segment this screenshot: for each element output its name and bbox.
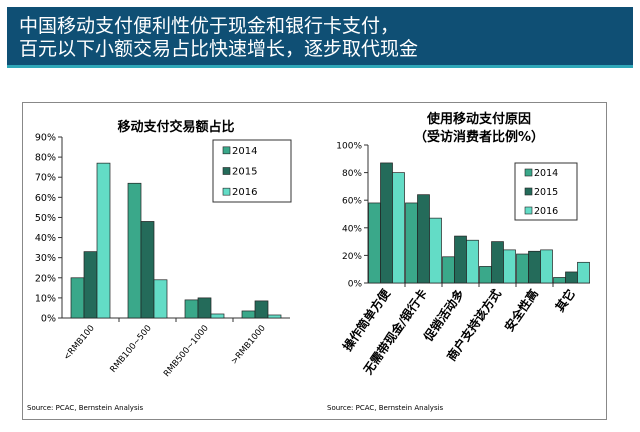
bar-2014 xyxy=(405,202,418,284)
y-tick-label: 50% xyxy=(35,213,56,224)
bar-2014 xyxy=(241,310,256,319)
bar-2016 xyxy=(392,172,405,284)
bar-2016 xyxy=(429,217,442,284)
bar-2016 xyxy=(503,249,516,284)
legend-label: 2014 xyxy=(534,168,558,179)
y-tick-label: 80% xyxy=(342,169,362,179)
y-tick-label: 60% xyxy=(35,193,56,204)
legend-swatch xyxy=(222,187,231,196)
y-tick-label: 80% xyxy=(35,153,56,164)
bar-2014 xyxy=(70,277,85,319)
header-line-1: 中国移动支付便利性优于现金和银行卡支付， xyxy=(19,15,400,37)
bar-2015 xyxy=(197,297,212,319)
bar-2016 xyxy=(210,313,225,319)
source-note: Source: PCAC, Bernstein Analysis xyxy=(327,404,444,412)
x-tick-label: >RMB1000 xyxy=(229,324,267,367)
bar-2014 xyxy=(553,277,566,284)
bar-2014 xyxy=(516,253,529,284)
bar-2014 xyxy=(127,182,142,319)
bar-2016 xyxy=(466,239,479,284)
y-tick-label: 60% xyxy=(342,197,362,207)
legend-swatch xyxy=(222,146,231,155)
bar-2014 xyxy=(479,266,492,284)
y-tick-label: 20% xyxy=(35,273,56,284)
y-tick-label: 40% xyxy=(35,233,56,244)
bar-2016 xyxy=(96,162,111,319)
source-note: Source: PCAC, Bernstein Analysis xyxy=(27,404,144,412)
bar-2015 xyxy=(491,241,504,284)
legend-label: 2016 xyxy=(534,206,558,217)
bar-2016 xyxy=(540,249,553,284)
y-tick-label: 70% xyxy=(35,173,56,184)
bar-2014 xyxy=(442,256,455,284)
bar-2014 xyxy=(368,202,381,284)
chart-title: 移动支付交易额占比 xyxy=(117,119,234,135)
bar-2015 xyxy=(254,300,269,319)
legend-label: 2014 xyxy=(232,146,257,157)
bar-2015 xyxy=(140,221,155,319)
y-tick-label: 10% xyxy=(35,293,56,304)
x-tick-label: RMB100~500 xyxy=(108,324,153,375)
bar-2015 xyxy=(417,194,430,284)
x-tick-label: RMB500~1000 xyxy=(162,324,211,380)
y-tick-label: 90% xyxy=(35,133,56,144)
y-tick-label: 20% xyxy=(342,252,362,262)
y-tick-label: 30% xyxy=(35,253,56,264)
y-tick-label: 0% xyxy=(41,314,56,325)
legend-swatch xyxy=(524,206,533,215)
legend-swatch xyxy=(222,167,231,175)
x-tick-label: 其它 xyxy=(552,286,578,314)
bar-2016 xyxy=(153,279,168,319)
chart-subtitle: （受访消费者比例%） xyxy=(414,129,544,145)
legend-swatch xyxy=(524,168,533,177)
bar-2015 xyxy=(380,162,393,284)
header-line-2: 百元以下小额交易占比快速增长，逐步取代现金 xyxy=(19,38,419,60)
bar-2015 xyxy=(528,250,541,284)
x-tick-label: 无需带现金/银行卡 xyxy=(360,286,430,378)
bar-2015 xyxy=(454,235,467,284)
slide-header: 中国移动支付便利性优于现金和银行卡支付， 百元以下小额交易占比快速增长，逐步取代… xyxy=(7,7,633,68)
bar-2015 xyxy=(565,271,578,284)
legend-swatch xyxy=(524,187,533,196)
bar-2016 xyxy=(267,314,282,319)
legend-label: 2015 xyxy=(534,187,558,198)
legend-label: 2016 xyxy=(232,187,257,198)
y-tick-label: 0% xyxy=(348,280,363,290)
legend-label: 2015 xyxy=(232,167,257,178)
bar-2015 xyxy=(83,251,98,319)
x-tick-label: 安全性高 xyxy=(501,286,541,334)
bar-2016 xyxy=(577,261,590,284)
chart-frame xyxy=(22,102,607,420)
x-tick-label: <RMB100 xyxy=(62,324,97,363)
y-tick-label: 100% xyxy=(336,142,362,152)
bar-2014 xyxy=(184,299,199,319)
chart-title: 使用移动支付原因 xyxy=(426,111,531,127)
y-tick-label: 40% xyxy=(342,224,362,234)
